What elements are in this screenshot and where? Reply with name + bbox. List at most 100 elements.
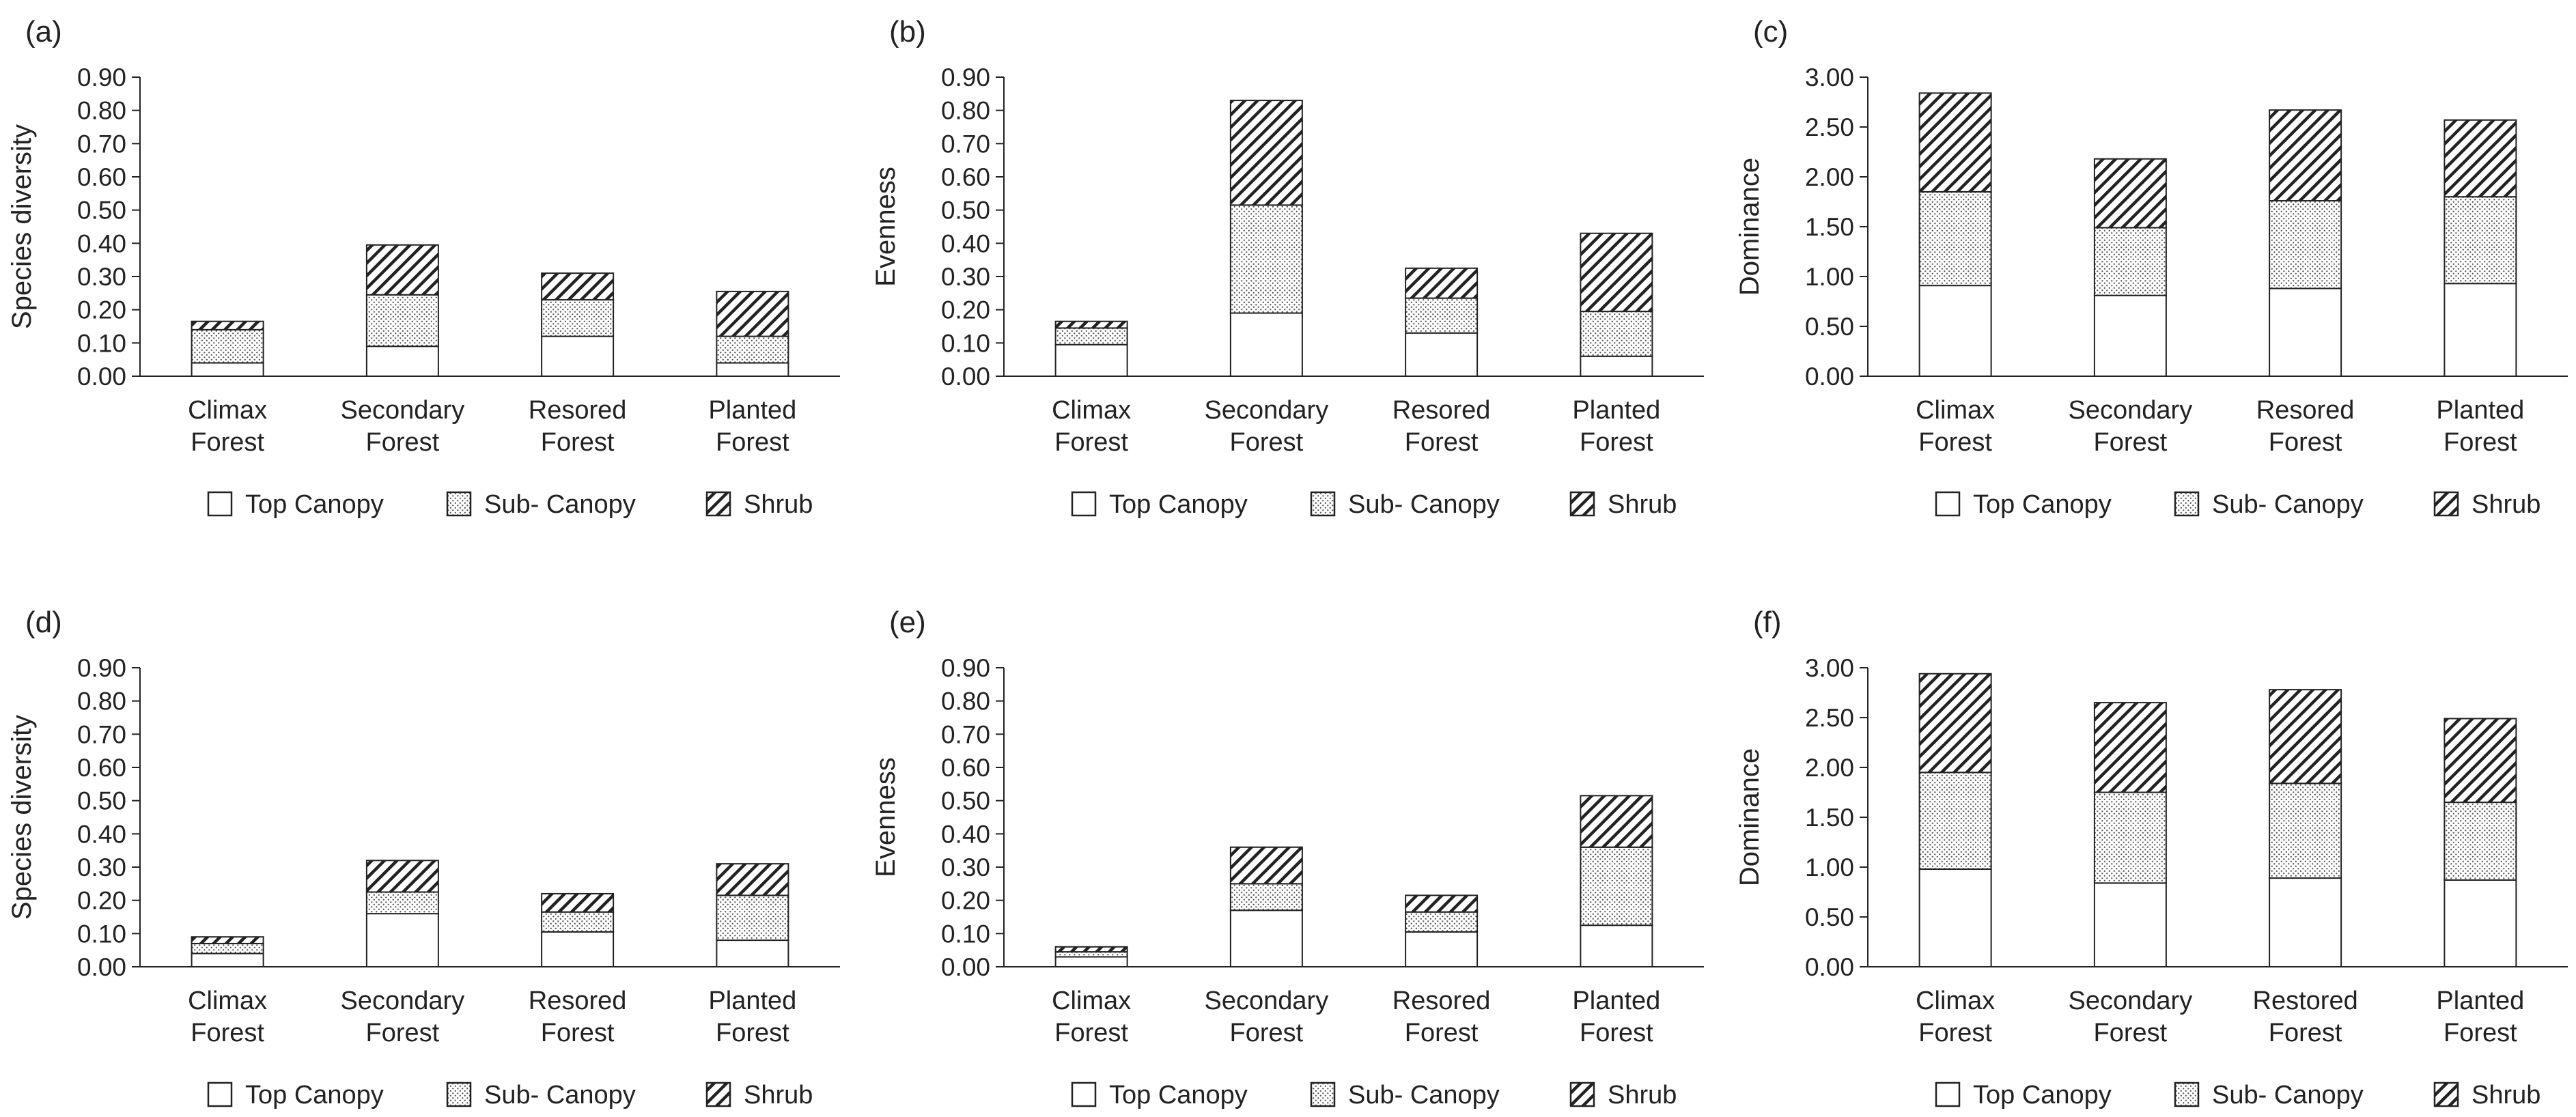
bar-segment-top-canopy [541, 335, 615, 378]
legend-swatch [1071, 1081, 1097, 1107]
legend-swatch [1935, 1081, 1961, 1107]
bar-segment-top-canopy [1580, 924, 1653, 967]
x-tick-label: Climax [1052, 396, 1131, 425]
x-tick-label: Resored [1392, 396, 1491, 425]
bar-segment-shrub [1054, 946, 1128, 953]
bar-segment-shrub [541, 272, 615, 301]
bar-segment-top-canopy [716, 939, 789, 967]
bar-segment-top-canopy [1405, 931, 1479, 968]
legend-swatch [1935, 491, 1961, 517]
bar-segment-sub-canopy [191, 328, 264, 364]
bar-segment-shrub [365, 244, 439, 296]
y-tick-label: 0.10 [77, 920, 126, 948]
y-tick-label: 2.50 [1805, 113, 1854, 141]
bar-segment-top-canopy [1580, 355, 1653, 377]
legend-label: Sub- Canopy [484, 490, 636, 519]
x-tick-label: Planted [708, 396, 796, 425]
bar-segment-top-canopy [2444, 879, 2517, 967]
x-tick-label: Secondary [2069, 987, 2193, 1015]
bar-segment-top-canopy [1229, 909, 1303, 968]
bar-segment-sub-canopy [365, 891, 439, 915]
bar-segment-top-canopy [191, 362, 264, 377]
x-tick-label: Forest [1054, 428, 1128, 457]
y-tick-label: 0.80 [77, 97, 126, 125]
y-tick-label: 0.60 [941, 754, 990, 782]
legend-label: Sub- Canopy [484, 1081, 636, 1109]
legend-swatch [446, 491, 472, 517]
bar-segment-shrub [1918, 673, 1992, 774]
bar-segment-top-canopy [2093, 882, 2167, 967]
legend-swatch [2433, 491, 2459, 517]
y-tick-label: 0.70 [77, 720, 126, 748]
x-tick-label: Secondary [341, 987, 465, 1015]
y-tick-label: 0.50 [941, 197, 990, 225]
bar-segment-shrub [541, 892, 615, 913]
y-tick-label: 3.00 [1805, 63, 1854, 91]
x-tick-label: Secondary [1205, 987, 1329, 1015]
legend-label: Shrub [744, 490, 813, 519]
y-tick-label: 1.00 [1805, 263, 1854, 291]
y-tick-label: 0.30 [77, 263, 126, 291]
legend-label: Top Canopy [1973, 490, 2112, 519]
x-tick-label: Resored [2256, 396, 2355, 425]
x-tick-label: Restored [2253, 987, 2358, 1015]
y-tick-label: 0.60 [941, 163, 990, 191]
x-tick-label: Resored [529, 396, 627, 425]
x-tick-label: Forest [1580, 1019, 1653, 1047]
x-tick-label: Resored [1392, 987, 1491, 1015]
y-tick-label: 1.50 [1805, 213, 1854, 241]
bar-segment-shrub [1229, 846, 1303, 885]
y-tick-label: 0.40 [941, 820, 990, 848]
x-tick-label: Forest [541, 428, 615, 457]
panel-label: (a) [25, 15, 62, 48]
x-tick-label: Climax [1916, 396, 1995, 425]
legend-swatch [446, 1081, 472, 1107]
y-tick-label: 0.20 [77, 296, 126, 324]
y-tick-label: 0.30 [941, 263, 990, 291]
x-tick-label: Resored [529, 987, 627, 1015]
y-tick-label: 0.00 [77, 953, 126, 981]
x-tick-label: Forest [716, 1019, 789, 1047]
y-tick-label: 0.00 [77, 363, 126, 391]
legend-swatch [2174, 1081, 2200, 1107]
x-tick-label: Forest [2444, 1019, 2517, 1047]
bar-segment-sub-canopy [2093, 791, 2167, 884]
x-tick-label: Climax [188, 396, 267, 425]
x-tick-label: Climax [1916, 987, 1995, 1015]
bar-segment-shrub [716, 290, 789, 337]
panel-label: (f) [1753, 606, 1782, 639]
bar-segment-top-canopy [1229, 312, 1303, 377]
bar-segment-shrub [1580, 795, 1653, 848]
y-tick-label: 0.10 [941, 329, 990, 357]
bar-segment-shrub [2093, 702, 2167, 793]
bar-segment-shrub [2444, 718, 2517, 804]
y-axis-label: Dominance [1735, 158, 1765, 296]
y-tick-label: 0.10 [941, 920, 990, 948]
bar-segment-sub-canopy [1580, 846, 1653, 927]
x-tick-label: Climax [1052, 987, 1131, 1015]
panel-label: (c) [1753, 15, 1788, 48]
legend-swatch [705, 491, 731, 517]
y-axis-label: Dominance [1735, 748, 1765, 886]
bar-segment-shrub [1229, 100, 1303, 206]
x-tick-label: Forest [541, 1019, 615, 1047]
x-tick-label: Forest [716, 428, 789, 457]
y-tick-label: 0.90 [77, 654, 126, 682]
legend-label: Top Canopy [1109, 1081, 1248, 1109]
legend-label: Top Canopy [245, 1081, 384, 1109]
bar-segment-sub-canopy [2269, 782, 2342, 879]
x-tick-label: Planted [708, 987, 796, 1015]
bar-segment-sub-canopy [2093, 227, 2167, 296]
bar-segment-top-canopy [365, 913, 439, 967]
bar-segment-sub-canopy [1229, 204, 1303, 314]
y-tick-label: 0.00 [1805, 363, 1854, 391]
legend-swatch [1569, 491, 1595, 517]
legend-label: Shrub [1608, 1081, 1677, 1109]
bar-segment-sub-canopy [191, 942, 264, 955]
legend-label: Shrub [2472, 1081, 2540, 1109]
y-tick-label: 0.20 [77, 887, 126, 915]
x-tick-label: Forest [1580, 428, 1653, 457]
y-tick-label: 0.70 [941, 720, 990, 748]
